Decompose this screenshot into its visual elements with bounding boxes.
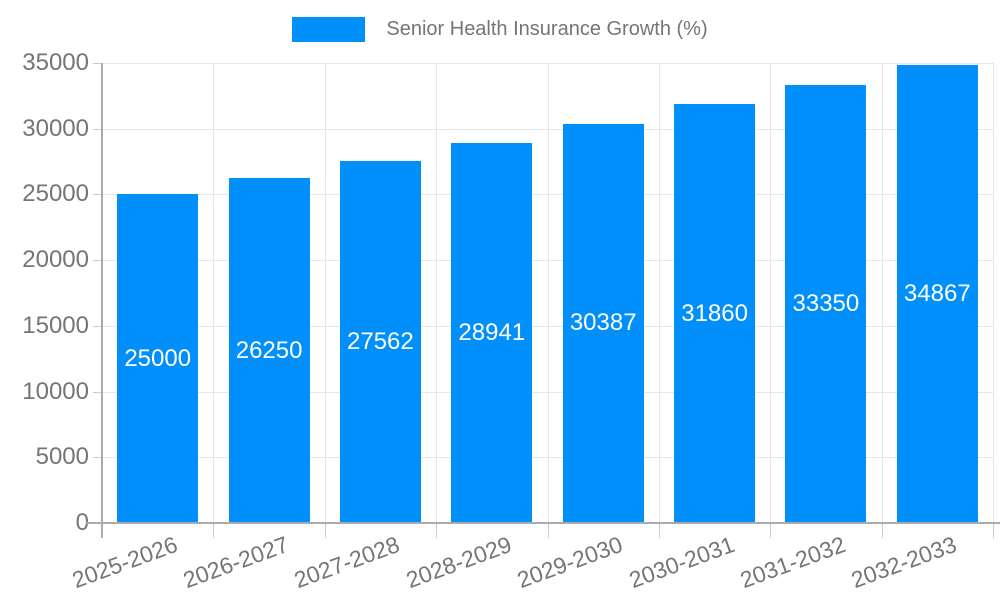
y-axis-label: 15000 (22, 312, 89, 339)
y-axis-label: 35000 (22, 49, 89, 76)
x-axis-tick (213, 523, 214, 538)
y-axis-tick (93, 63, 102, 64)
x-axis-tick (659, 523, 660, 538)
y-axis-tick (93, 457, 102, 458)
bar[interactable] (896, 64, 978, 522)
legend: Senior Health Insurance Growth (%) (0, 17, 1000, 42)
legend-swatch-icon (292, 17, 366, 42)
x-axis-tick (325, 523, 326, 538)
bar[interactable] (339, 160, 421, 522)
y-axis-label: 0 (75, 509, 89, 536)
y-axis-label: 25000 (22, 180, 89, 207)
x-axis-label: 2032-2033 (847, 531, 961, 594)
bar[interactable] (117, 194, 199, 522)
x-axis-label: 2027-2028 (291, 531, 404, 594)
x-gridline (325, 63, 326, 523)
x-gridline (213, 63, 214, 523)
x-axis-tick (882, 523, 883, 538)
y-axis-line (101, 63, 103, 538)
bar[interactable] (785, 84, 867, 522)
x-axis-label: 2030-2031 (625, 531, 738, 594)
y-axis-label: 10000 (22, 378, 89, 405)
y-axis-label: 30000 (22, 115, 89, 142)
legend-item[interactable]: Senior Health Insurance Growth (%) (292, 17, 708, 42)
y-gridline (102, 260, 993, 261)
y-axis-tick (93, 129, 102, 130)
x-axis-label: 2028-2029 (402, 531, 515, 594)
y-axis-label: 5000 (35, 443, 89, 470)
x-axis-tick (770, 523, 771, 538)
x-axis-label: 2026-2027 (179, 531, 293, 594)
y-gridline (102, 392, 993, 393)
x-gridline (993, 63, 994, 523)
y-axis-tick (93, 260, 102, 261)
x-gridline (770, 63, 771, 523)
bar[interactable] (562, 123, 644, 522)
x-gridline (882, 63, 883, 523)
y-axis-label: 20000 (22, 246, 89, 273)
y-axis-tick (93, 194, 102, 195)
y-gridline (102, 129, 993, 130)
y-gridline (102, 63, 993, 64)
y-gridline (102, 194, 993, 195)
bar[interactable] (451, 142, 533, 522)
y-axis-tick (93, 326, 102, 327)
x-axis-line (86, 522, 1000, 524)
x-gridline (436, 63, 437, 523)
y-axis-tick (93, 392, 102, 393)
x-gridline (659, 63, 660, 523)
bar[interactable] (674, 104, 756, 522)
x-axis-tick (548, 523, 549, 538)
y-gridline (102, 457, 993, 458)
x-axis-label: 2025-2026 (68, 531, 181, 594)
legend-label: Senior Health Insurance Growth (%) (386, 18, 708, 40)
x-axis-label: 2031-2032 (736, 531, 849, 594)
x-axis-tick (436, 523, 437, 538)
y-gridline (102, 326, 993, 327)
x-axis-label: 2029-2030 (513, 531, 627, 594)
bar[interactable] (228, 178, 310, 522)
x-axis-tick (993, 523, 994, 538)
x-gridline (548, 63, 549, 523)
